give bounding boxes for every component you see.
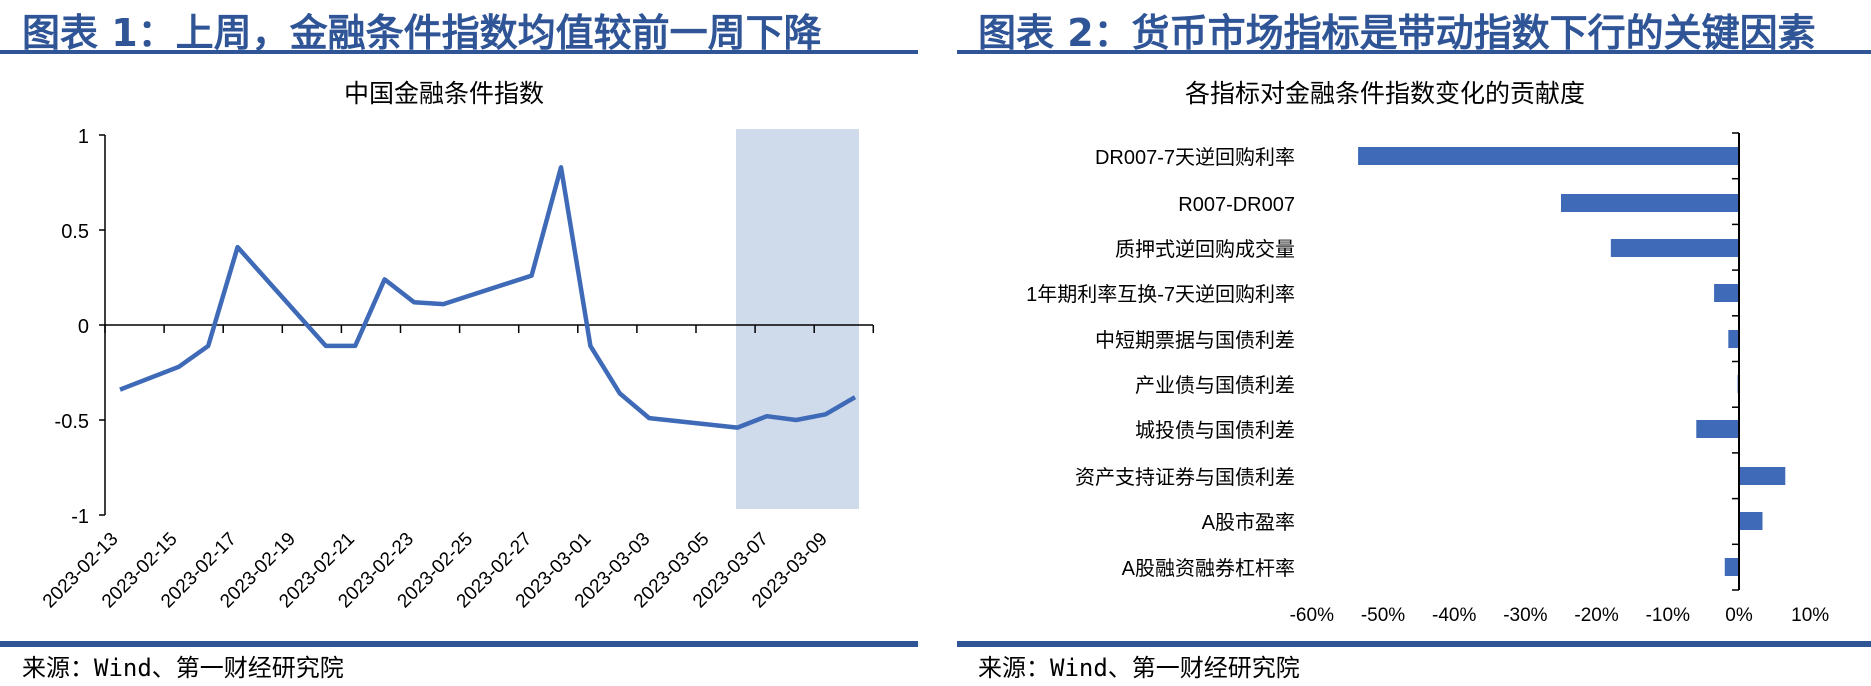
category-label: A股融资融券杠杆率 xyxy=(1122,557,1295,580)
bars xyxy=(1358,147,1786,576)
line-chart: 10.50-0.5-1 2023-02-132023-02-152023-02-… xyxy=(39,126,875,612)
y-tick-label: 0.5 xyxy=(61,221,89,243)
category-label: 资产支持证券与国债利差 xyxy=(1075,466,1295,489)
category-label: 城投债与国债利差 xyxy=(1135,419,1295,442)
x-tick-label: -10% xyxy=(1646,605,1690,626)
bar xyxy=(1739,512,1763,530)
y-tick-label: -1 xyxy=(71,506,89,528)
figure-2-panel: 图表 2：货币市场指标是带动指数下行的关键因素 各指标对金融条件指数变化的贡献度… xyxy=(957,0,1871,686)
bar-chart: DR007-7天逆回购利率 R007-DR007 质押式逆回购成交量 1年期利率互换-… xyxy=(1026,132,1830,626)
category-label: 产业债与国债利差 xyxy=(1135,374,1295,397)
x-tick-label: -50% xyxy=(1361,605,1405,626)
figure-1-source: 来源：Wind、第一财经研究院 xyxy=(22,654,344,682)
line-series xyxy=(119,165,857,430)
figure-2-bottom-rule xyxy=(957,641,1871,647)
bar xyxy=(1724,558,1739,576)
category-label: 中短期票据与国债利差 xyxy=(1095,329,1295,352)
bar xyxy=(1561,194,1739,212)
bar xyxy=(1739,467,1786,485)
figure-1-bottom-rule xyxy=(0,641,918,647)
category-labels: DR007-7天逆回购利率 R007-DR007 质押式逆回购成交量 1年期利率互换-… xyxy=(1026,146,1295,580)
figure-1-title: 图表 1：上周，金融条件指数均值较前一周下降 xyxy=(22,11,822,55)
y-tick-label: 0 xyxy=(78,316,89,338)
bar-chart-title: 各指标对金融条件指数变化的贡献度 xyxy=(1185,79,1586,108)
figure-2-top-rule xyxy=(957,50,1871,54)
x-tick-label: 10% xyxy=(1791,605,1829,626)
category-label: 1年期利率互换-7天逆回购利率 xyxy=(1026,283,1295,306)
bar xyxy=(1696,420,1739,438)
category-label: 质押式逆回购成交量 xyxy=(1115,238,1295,261)
bar xyxy=(1358,147,1739,165)
figure-2-title: 图表 2：货币市场指标是带动指数下行的关键因素 xyxy=(978,11,1816,55)
bar xyxy=(1714,284,1739,302)
y-tick-label: 1 xyxy=(78,126,89,148)
category-label: A股市盈率 xyxy=(1202,511,1295,534)
figure-1-top-rule xyxy=(0,50,918,54)
x-axis-ticks: -60% -50% -40% -30% -20% -10% 0% 10% xyxy=(1290,605,1830,626)
x-tick-label: -30% xyxy=(1503,605,1547,626)
category-label: DR007-7天逆回购利率 xyxy=(1095,146,1295,169)
y-tick-label: -0.5 xyxy=(55,411,89,433)
x-tick-label: 0% xyxy=(1725,605,1753,626)
x-tick-label: -60% xyxy=(1290,605,1334,626)
category-label: R007-DR007 xyxy=(1178,194,1295,216)
y-axis: 1 0.5 0 -0.5 -1 xyxy=(55,126,106,528)
x-tick-label: -20% xyxy=(1574,605,1618,626)
x-tick-label: -40% xyxy=(1432,605,1476,626)
highlight-band xyxy=(736,129,859,509)
figure-1-panel: 图表 1：上周，金融条件指数均值较前一周下降 中国金融条件指数 1 0.5 0 -0.… xyxy=(0,0,918,686)
bar xyxy=(1728,330,1739,348)
figure-2-source: 来源：Wind、第一财经研究院 xyxy=(978,654,1300,682)
bar xyxy=(1610,239,1739,257)
line-chart-title: 中国金融条件指数 xyxy=(344,79,545,108)
zero-axis xyxy=(1732,132,1740,591)
